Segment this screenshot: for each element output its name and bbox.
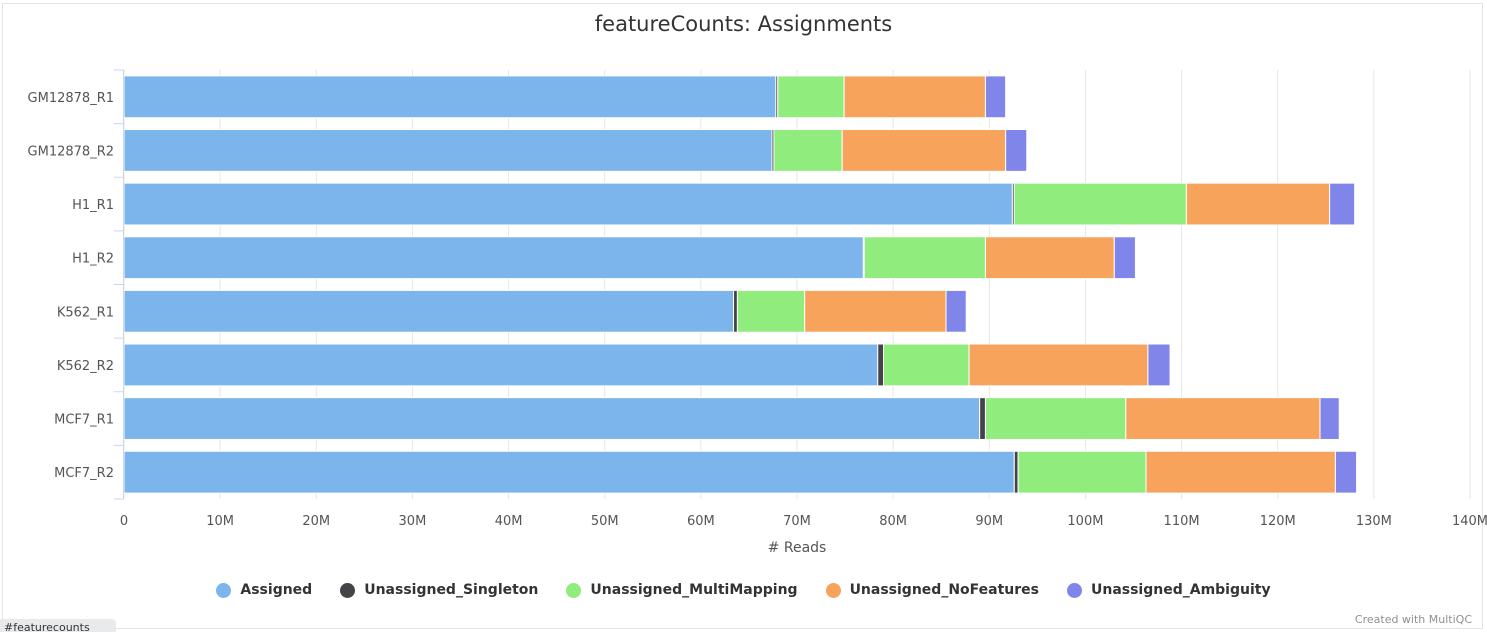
chart-title: featureCounts: Assignments	[594, 12, 893, 36]
x-tick-label: 120M	[1260, 514, 1296, 529]
y-tick-label: K562_R1	[57, 305, 114, 320]
legend-dot	[216, 582, 232, 598]
x-tick-label: 30M	[399, 514, 427, 529]
y-tick-label: H1_R1	[72, 198, 114, 213]
y-tick-label: GM12878_R1	[28, 91, 114, 106]
bar-segment-unassigned-ambiguity[interactable]	[1319, 397, 1340, 440]
bar-segment-assigned[interactable]	[123, 343, 879, 387]
y-tick-label: H1_R2	[72, 252, 114, 267]
bar-segment-unassigned-ambiguity[interactable]	[945, 289, 967, 333]
bar-segment-unassigned-nofeatures[interactable]	[841, 129, 1007, 172]
bar-segment-unassigned-ambiguity[interactable]	[984, 75, 1007, 119]
bar-segment-unassigned-ambiguity[interactable]	[1329, 182, 1356, 226]
x-tick-label: 60M	[687, 514, 715, 529]
bar-segment-unassigned-ambiguity[interactable]	[1147, 343, 1171, 387]
x-tick-label: 100M	[1067, 514, 1103, 529]
y-tick-label: GM12878_R2	[28, 144, 114, 159]
bar-segment-unassigned-multimapping[interactable]	[773, 129, 843, 172]
legend-item-unassigned-nofeatures[interactable]: Unassigned_NoFeatures	[825, 582, 1039, 598]
legend-dot	[340, 582, 356, 598]
legend-label: Unassigned_Ambiguity	[1090, 582, 1271, 598]
x-tick-label: 90M	[975, 514, 1003, 529]
bar-segment-unassigned-nofeatures[interactable]	[1185, 182, 1331, 226]
legend-label: Unassigned_NoFeatures	[849, 582, 1039, 598]
legend-item-unassigned-ambiguity[interactable]: Unassigned_Ambiguity	[1066, 582, 1271, 598]
legend-label: Unassigned_MultiMapping	[590, 582, 798, 598]
bar-segment-unassigned-ambiguity[interactable]	[1113, 236, 1136, 280]
x-tick-label: 130M	[1356, 514, 1392, 529]
legend-item-unassigned-multimapping[interactable]: Unassigned_MultiMapping	[566, 582, 798, 598]
bar-segment-unassigned-multimapping[interactable]	[863, 236, 986, 280]
status-url: #featurecounts	[0, 619, 116, 632]
bar-segment-unassigned-singleton[interactable]	[979, 397, 986, 440]
bar-segment-unassigned-multimapping[interactable]	[1017, 450, 1147, 494]
bar-segment-unassigned-nofeatures[interactable]	[984, 236, 1115, 280]
bar-segment-unassigned-singleton[interactable]	[733, 289, 738, 333]
legend-dot	[1066, 582, 1082, 598]
bar-segment-unassigned-singleton[interactable]	[877, 343, 885, 387]
x-tick-label: 20M	[302, 514, 330, 529]
legend-label: Assigned	[240, 582, 313, 598]
bar-segment-unassigned-multimapping[interactable]	[777, 75, 845, 119]
legend-dot	[825, 582, 841, 598]
bar-segment-assigned[interactable]	[123, 450, 1015, 494]
bar-segment-assigned[interactable]	[123, 397, 981, 440]
bar-segment-unassigned-singleton[interactable]	[1013, 450, 1019, 494]
x-tick-label: 70M	[783, 514, 811, 529]
legend-label: Unassigned_Singleton	[364, 582, 539, 598]
credit-text[interactable]: Created with MultiQC	[1354, 613, 1472, 626]
x-tick-label: 0	[120, 514, 128, 529]
bar-segment-unassigned-nofeatures[interactable]	[968, 343, 1149, 387]
bar-segment-unassigned-ambiguity[interactable]	[1334, 450, 1358, 494]
legend-item-assigned[interactable]: Assigned	[216, 582, 312, 598]
x-axis-label: # Reads	[768, 540, 827, 556]
bar-segment-unassigned-nofeatures[interactable]	[843, 75, 986, 119]
bars	[123, 75, 1358, 494]
x-tick-label: 10M	[206, 514, 234, 529]
legend-item-unassigned-singleton[interactable]: Unassigned_Singleton	[340, 582, 538, 598]
bar-segment-unassigned-nofeatures[interactable]	[1125, 397, 1321, 440]
bar-segment-assigned[interactable]	[123, 289, 735, 333]
bar-segment-unassigned-ambiguity[interactable]	[1005, 129, 1028, 172]
y-tick-label: MCF7_R2	[54, 466, 114, 481]
bar-segment-unassigned-multimapping[interactable]	[984, 397, 1127, 440]
x-tick-label: 40M	[495, 514, 523, 529]
legend-dot	[566, 582, 582, 598]
bar-segment-unassigned-multimapping[interactable]	[883, 343, 970, 387]
bar-segment-assigned[interactable]	[123, 182, 1013, 226]
axes: 0 10M 20M 30M 40M 50M 60M 70M 80M 90M 100M 110M 120M…	[28, 69, 1487, 529]
bar-segment-assigned[interactable]	[123, 75, 777, 119]
x-tick-label: 140M	[1452, 514, 1487, 529]
bar-segment-unassigned-multimapping[interactable]	[736, 289, 806, 333]
x-tick-label: 80M	[879, 514, 907, 529]
x-tick-label: 50M	[591, 514, 619, 529]
bar-segment-assigned[interactable]	[123, 129, 773, 172]
legend: Assigned Unassigned_Singleton Unassigned_M…	[0, 582, 1487, 598]
x-tick-label: 110M	[1164, 514, 1200, 529]
bar-segment-assigned[interactable]	[123, 236, 864, 280]
bar-segment-unassigned-multimapping[interactable]	[1013, 182, 1187, 226]
bar-segment-unassigned-nofeatures[interactable]	[1145, 450, 1336, 494]
y-tick-label: K562_R2	[57, 359, 114, 374]
bar-segment-unassigned-nofeatures[interactable]	[804, 289, 947, 333]
y-tick-label: MCF7_R1	[54, 413, 114, 428]
